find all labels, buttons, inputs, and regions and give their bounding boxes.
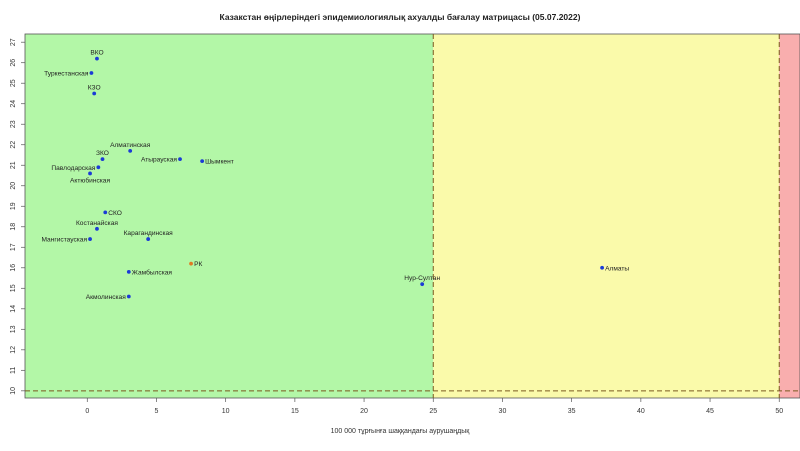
x-tick-label: 45 bbox=[706, 408, 714, 415]
data-point bbox=[600, 265, 604, 270]
data-point bbox=[103, 210, 108, 215]
data-point bbox=[126, 269, 131, 274]
chart-title: Казакстан өңірлеріндегі эпидемиологиялық… bbox=[219, 12, 581, 22]
y-tick-label: 25 bbox=[10, 79, 17, 87]
data-point bbox=[89, 71, 94, 75]
data-point bbox=[420, 282, 425, 287]
point-label: Павлодарская bbox=[51, 165, 95, 172]
y-tick-label: 13 bbox=[10, 325, 17, 333]
x-tick-label: 25 bbox=[429, 408, 437, 415]
point-label: ЗКО bbox=[96, 150, 109, 157]
y-tick-label: 23 bbox=[10, 120, 17, 128]
zone-red bbox=[779, 34, 800, 398]
data-point bbox=[128, 148, 133, 153]
point-label: Мангистауская bbox=[41, 237, 87, 244]
data-point bbox=[88, 171, 92, 176]
data-point bbox=[95, 56, 99, 61]
y-tick-label: 27 bbox=[10, 38, 17, 46]
data-point bbox=[96, 165, 101, 170]
data-point bbox=[88, 237, 92, 241]
data-point bbox=[200, 159, 205, 164]
point-label: КЗО bbox=[88, 84, 101, 91]
x-tick-label: 20 bbox=[360, 408, 368, 415]
point-label: Костанайская bbox=[76, 219, 118, 227]
y-tick-label: 10 bbox=[10, 387, 17, 395]
x-tick-label: 35 bbox=[568, 408, 576, 415]
x-tick-label: 30 bbox=[499, 408, 507, 415]
point-label: Нур-Султан bbox=[404, 275, 440, 282]
point-label: Атырауская bbox=[141, 157, 177, 164]
plot-frame bbox=[24, 33, 800, 399]
y-tick-label: 11 bbox=[10, 367, 17, 374]
y-tick-label: 26 bbox=[10, 59, 17, 67]
point-label: Жамбылская bbox=[132, 268, 173, 276]
x-axis-label: 100 000 тұрғынға шаққандағы аурушаңдық bbox=[330, 428, 470, 435]
x-tick-label: 5 bbox=[155, 408, 159, 415]
y-tick-label: 17 bbox=[10, 243, 17, 251]
x-tick-label: 0 bbox=[85, 408, 89, 415]
y-tick-label: 14 bbox=[10, 305, 17, 313]
x-tick-label: 40 bbox=[637, 408, 645, 415]
y-tick-label: 15 bbox=[10, 284, 17, 292]
point-label: Карагандинская bbox=[124, 230, 174, 237]
zone-green bbox=[25, 34, 434, 398]
x-tick-label: 50 bbox=[775, 408, 783, 415]
x-tick-label: 10 bbox=[222, 408, 230, 415]
y-tick-label: 24 bbox=[10, 100, 17, 108]
y-tick-label: 19 bbox=[10, 202, 17, 210]
data-point bbox=[178, 157, 182, 161]
zone-yellow bbox=[433, 34, 780, 398]
point-label: Алматы bbox=[605, 265, 629, 272]
point-label: ВКО bbox=[90, 50, 103, 57]
point-label: Акмолинская bbox=[86, 294, 127, 301]
point-label: СКО bbox=[108, 210, 122, 217]
point-label: Алматинская bbox=[110, 142, 151, 149]
point-label: Шымкент bbox=[205, 159, 234, 166]
y-tick-label: 18 bbox=[10, 223, 17, 231]
data-point bbox=[126, 294, 131, 299]
y-tick-label: 20 bbox=[10, 182, 17, 190]
y-tick-label: 16 bbox=[10, 264, 17, 272]
y-tick-label: 12 bbox=[10, 346, 17, 354]
data-point bbox=[146, 237, 151, 241]
point-label: Актюбинская bbox=[70, 176, 110, 184]
point-label: Туркестанская bbox=[44, 70, 89, 77]
x-tick-label: 15 bbox=[291, 408, 299, 415]
point-label: РК bbox=[194, 261, 202, 268]
data-point bbox=[95, 226, 99, 231]
y-tick-label: 22 bbox=[10, 141, 17, 149]
data-point bbox=[100, 157, 105, 161]
y-tick-label: 21 bbox=[10, 161, 17, 169]
data-point bbox=[189, 261, 193, 266]
data-point bbox=[92, 91, 97, 96]
